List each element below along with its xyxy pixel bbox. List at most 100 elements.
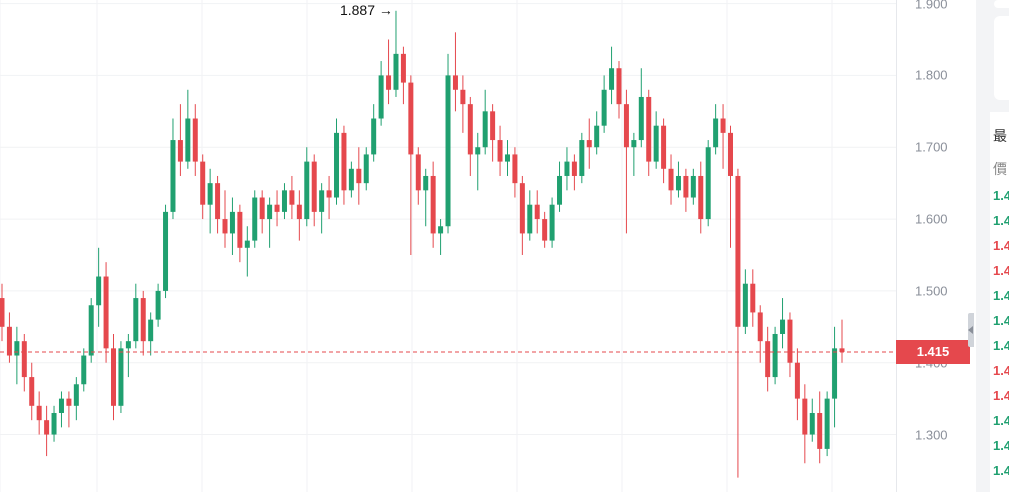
candle-body-down <box>222 219 228 234</box>
candle-body-up <box>824 398 830 449</box>
candle-body-down <box>727 132 733 176</box>
candle-body-up <box>653 125 659 162</box>
candle-body-down <box>0 298 5 327</box>
side-card-top <box>994 0 1009 8</box>
candle-body-down <box>29 377 35 406</box>
candle-body-up <box>742 283 748 327</box>
candle-body-down <box>140 298 146 342</box>
candle-body-up <box>252 197 258 241</box>
candle-body-down <box>66 398 72 406</box>
trade-price: 1.4 <box>993 213 1009 228</box>
candle-body-up <box>594 125 600 148</box>
latest-trades-list: 最 價 1.4 1.4 1.4 1.4 1.4 1.4 1.4 1.4 1.4 1.4 1.4 1.4 <box>990 112 1009 492</box>
candle-body-down <box>497 140 503 162</box>
y-tick-label: 1.500 <box>915 283 948 299</box>
chart-plot[interactable] <box>0 0 896 492</box>
candle-body-up <box>118 348 124 406</box>
candle-body-down <box>757 312 763 342</box>
candle-body-down <box>839 348 845 352</box>
candle-body-down <box>111 348 117 406</box>
trade-price: 1.4 <box>993 238 1009 253</box>
candle-body-down <box>36 405 42 421</box>
candle-body-down <box>415 154 421 191</box>
candle-body-down <box>237 211 243 248</box>
candle-body-up <box>14 341 20 356</box>
trade-history-panel: 最 價 1.4 1.4 1.4 1.4 1.4 1.4 1.4 1.4 1.4 1.4 1.4 1.4 <box>976 0 1009 492</box>
price-column-header: 價 <box>993 161 1007 177</box>
candle-body-up <box>564 161 570 176</box>
candle-body-down <box>661 125 667 169</box>
candle-body-down <box>794 362 800 399</box>
collapse-panel-icon[interactable] <box>968 313 974 347</box>
candle-body-up <box>557 175 563 205</box>
trade-price: 1.4 <box>993 388 1009 403</box>
candle-body-down <box>802 398 808 435</box>
candle-body-up <box>393 53 399 90</box>
candle-body-up <box>73 384 79 406</box>
candle-body-down <box>6 326 12 356</box>
candle-body-up <box>527 204 533 234</box>
candle-body-down <box>623 104 629 148</box>
candle-body-up <box>705 147 711 220</box>
candle-body-down <box>326 190 332 198</box>
candle-body-down <box>616 68 622 105</box>
candle-body-up <box>363 154 369 184</box>
candle-body-up <box>371 118 377 155</box>
trade-price: 1.4 <box>993 463 1009 478</box>
candle-body-down <box>720 118 726 133</box>
candle-body-down <box>386 75 392 90</box>
candle-body-up <box>690 175 696 198</box>
candle-body-down <box>408 82 414 155</box>
trade-price: 1.4 <box>993 313 1009 328</box>
candle-body-up <box>125 341 131 349</box>
candle-body-down <box>698 175 704 220</box>
y-tick-label: 1.600 <box>915 211 948 227</box>
trade-price: 1.4 <box>993 438 1009 453</box>
candle-body-down <box>356 168 362 184</box>
latest-trades-header: 最 <box>993 128 1007 144</box>
y-tick-label: 1.700 <box>915 139 948 155</box>
candle-body-up <box>334 132 340 198</box>
candle-body-up <box>638 96 644 141</box>
trade-price: 1.4 <box>993 263 1009 278</box>
candle-body-down <box>519 183 525 234</box>
candle-body-up <box>549 204 555 241</box>
candle-body-up <box>58 398 64 413</box>
candle-body-up <box>772 333 778 378</box>
candle-body-up <box>207 183 213 205</box>
candle-body-up <box>423 175 429 191</box>
candle-body-down <box>289 190 295 205</box>
y-tick-label: 1.300 <box>915 427 948 443</box>
candle-body-up <box>88 305 94 356</box>
candlestick-chart[interactable]: 1.887 → <box>0 0 896 492</box>
candle-body-up <box>96 276 102 306</box>
candle-body-up <box>378 75 384 119</box>
candle-body-up <box>438 226 444 234</box>
candle-body-up <box>170 140 176 212</box>
candle-body-down <box>735 175 741 327</box>
candle-body-down <box>311 161 317 212</box>
candle-body-down <box>259 197 265 220</box>
trade-price: 1.4 <box>993 363 1009 378</box>
candle-body-up <box>148 319 154 342</box>
y-tick-label: 1.800 <box>915 67 948 83</box>
candle-body-up <box>579 140 585 176</box>
candle-body-up <box>713 118 719 148</box>
candle-body-up <box>319 190 325 212</box>
candle-body-down <box>430 175 436 234</box>
candle-body-up <box>133 298 139 342</box>
candle-body-down <box>668 168 674 191</box>
candle-body-up <box>631 140 637 148</box>
candle-body-up <box>780 319 786 334</box>
candle-body-up <box>281 190 287 212</box>
candle-body-down <box>750 283 756 313</box>
candle-body-up <box>244 240 250 248</box>
trade-price: 1.4 <box>993 288 1009 303</box>
candle-body-down <box>452 75 458 90</box>
y-tick-label: 1.900 <box>915 0 948 12</box>
candle-body-down <box>646 96 652 162</box>
peak-price-annotation: 1.887 → <box>339 1 393 18</box>
candle-body-down <box>341 132 347 191</box>
candle-body-down <box>787 319 793 363</box>
